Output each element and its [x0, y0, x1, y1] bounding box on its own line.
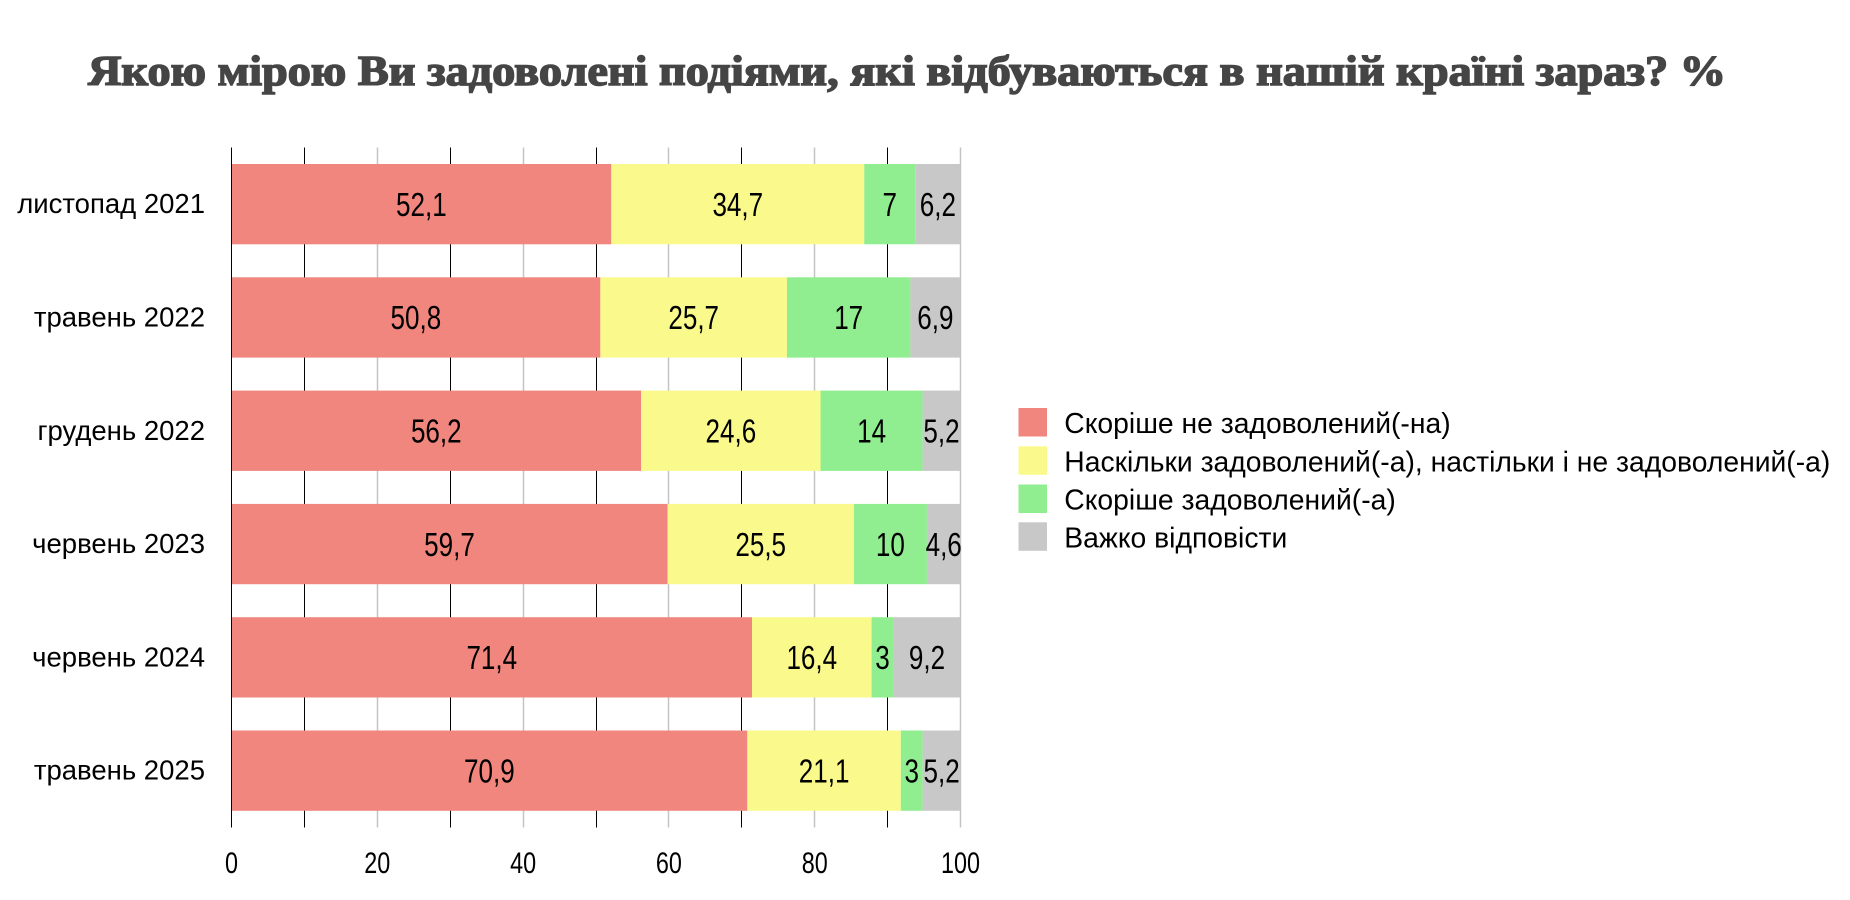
svg-text:3: 3 [905, 752, 920, 789]
svg-text:6,9: 6,9 [917, 299, 953, 336]
svg-text:70,9: 70,9 [464, 752, 515, 789]
svg-text:Якою мірою Ви задоволені подія: Якою мірою Ви задоволені подіями, які ві… [88, 48, 1726, 95]
svg-text:24,6: 24,6 [706, 413, 757, 450]
svg-text:59,7: 59,7 [424, 526, 475, 563]
svg-text:Наскільки задоволений(-а), нас: Наскільки задоволений(-а), настільки і н… [1064, 445, 1830, 477]
svg-text:34,7: 34,7 [712, 186, 763, 223]
svg-text:4,6: 4,6 [926, 526, 962, 563]
svg-text:56,2: 56,2 [411, 413, 462, 450]
svg-text:9,2: 9,2 [909, 639, 945, 676]
svg-text:25,7: 25,7 [668, 299, 719, 336]
svg-text:Скоріше задоволений(-а): Скоріше задоволений(-а) [1064, 484, 1395, 516]
svg-text:20: 20 [364, 847, 390, 880]
svg-text:52,1: 52,1 [396, 186, 447, 223]
svg-text:6,2: 6,2 [920, 186, 956, 223]
svg-text:5,2: 5,2 [923, 413, 959, 450]
svg-text:червень 2024: червень 2024 [32, 641, 205, 672]
svg-text:71,4: 71,4 [466, 639, 517, 676]
svg-text:50,8: 50,8 [391, 299, 442, 336]
svg-text:червень 2023: червень 2023 [32, 528, 205, 559]
svg-text:14: 14 [857, 413, 886, 450]
svg-text:40: 40 [510, 847, 536, 880]
svg-text:25,5: 25,5 [735, 526, 786, 563]
svg-text:3: 3 [875, 639, 890, 676]
svg-text:Скоріше не задоволений(-на): Скоріше не задоволений(-на) [1064, 407, 1450, 439]
svg-text:листопад 2021: листопад 2021 [17, 188, 205, 219]
svg-text:60: 60 [656, 847, 682, 880]
svg-text:7: 7 [883, 186, 898, 223]
svg-text:0: 0 [225, 847, 238, 880]
svg-text:10: 10 [876, 526, 905, 563]
svg-text:Важко відповісти: Важко відповісти [1064, 521, 1287, 553]
svg-text:16,4: 16,4 [786, 639, 837, 676]
svg-text:100: 100 [941, 847, 980, 880]
svg-text:80: 80 [802, 847, 828, 880]
svg-text:грудень 2022: грудень 2022 [37, 415, 205, 446]
svg-text:21,1: 21,1 [799, 752, 850, 789]
svg-text:5,2: 5,2 [924, 752, 960, 789]
svg-text:травень 2022: травень 2022 [34, 301, 205, 332]
svg-text:17: 17 [834, 299, 863, 336]
svg-text:травень 2025: травень 2025 [34, 755, 205, 786]
